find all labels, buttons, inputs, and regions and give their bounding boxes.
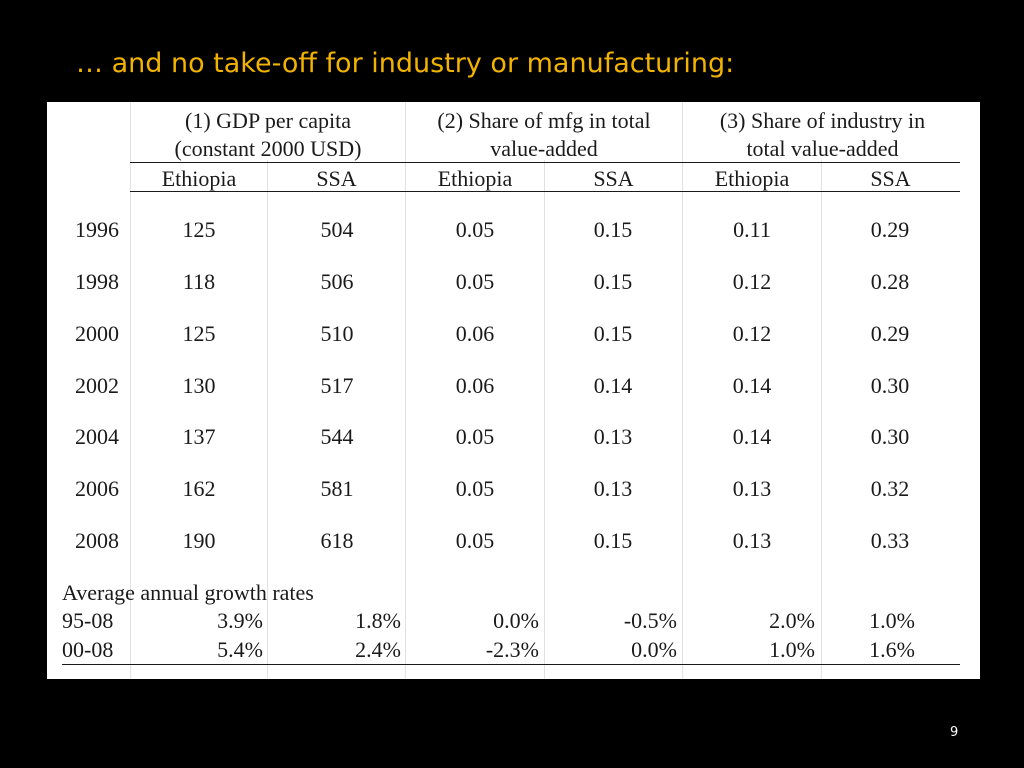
value-cell: 0.12 — [732, 269, 772, 294]
value-cell: 0.15 — [593, 217, 633, 242]
growth-value-cell: 1.6% — [869, 637, 915, 662]
value-cell: 0.13 — [732, 476, 772, 501]
value-cell: 0.30 — [870, 373, 910, 398]
year-cell: 1998 — [75, 269, 119, 294]
year-cell: 2002 — [75, 373, 119, 398]
subheader-ssa: SSA — [870, 166, 911, 191]
value-cell: 0.12 — [732, 321, 772, 346]
growth-rates-heading: Average annual growth rates — [62, 580, 314, 605]
value-cell: 0.14 — [732, 424, 772, 449]
year-cell: 2008 — [75, 528, 119, 553]
value-cell: 510 — [320, 321, 354, 346]
growth-value-cell: 0.0% — [493, 608, 539, 633]
growth-value-cell: 2.0% — [769, 608, 815, 633]
group-header-gdp-line1: (1) GDP per capita — [185, 108, 351, 133]
column-divider — [544, 160, 545, 679]
value-cell: 0.13 — [593, 476, 633, 501]
value-cell: 0.13 — [593, 424, 633, 449]
group-header-mfg-line2: value-added — [490, 136, 598, 161]
value-cell: 125 — [182, 321, 216, 346]
value-cell: 190 — [182, 528, 216, 553]
group-header-gdp-line2: (constant 2000 USD) — [174, 136, 362, 161]
year-cell: 1996 — [75, 217, 119, 242]
subheader-ethiopia: Ethiopia — [161, 166, 237, 191]
value-cell: 0.14 — [593, 373, 633, 398]
growth-value-cell: -0.5% — [623, 608, 677, 633]
value-cell: 544 — [320, 424, 354, 449]
subheader-ethiopia: Ethiopia — [714, 166, 790, 191]
growth-value-cell: -2.3% — [485, 637, 539, 662]
value-cell: 0.15 — [593, 321, 633, 346]
column-divider — [821, 160, 822, 679]
value-cell: 130 — [182, 373, 216, 398]
value-cell: 0.06 — [455, 321, 495, 346]
column-divider — [267, 160, 268, 679]
value-cell: 137 — [182, 424, 216, 449]
growth-value-cell: 5.4% — [217, 637, 263, 662]
value-cell: 0.14 — [732, 373, 772, 398]
value-cell: 0.15 — [593, 528, 633, 553]
subheader-ssa: SSA — [316, 166, 357, 191]
value-cell: 0.30 — [870, 424, 910, 449]
slide-title: … and no take-off for industry or manufa… — [76, 48, 735, 79]
value-cell: 118 — [182, 269, 216, 294]
value-cell: 0.05 — [455, 424, 495, 449]
growth-value-cell: 3.9% — [217, 608, 263, 633]
group-header-industry-line1: (3) Share of industry in — [719, 108, 926, 133]
growth-value-cell: 0.0% — [631, 637, 677, 662]
value-cell: 504 — [320, 217, 354, 242]
data-table: (1) GDP per capita (constant 2000 USD) (… — [47, 102, 980, 679]
value-cell: 0.05 — [455, 217, 495, 242]
growth-period-cell: 00-08 — [62, 637, 114, 662]
value-cell: 0.05 — [455, 528, 495, 553]
year-cell: 2006 — [75, 476, 119, 501]
header-rule — [130, 162, 960, 163]
column-divider — [682, 102, 683, 679]
value-cell: 0.06 — [455, 373, 495, 398]
value-cell: 0.29 — [870, 321, 910, 346]
value-cell: 506 — [320, 269, 354, 294]
subheader-ssa: SSA — [593, 166, 634, 191]
subheader-rule — [130, 191, 960, 192]
value-cell: 0.32 — [870, 476, 910, 501]
value-cell: 618 — [320, 528, 354, 553]
slide-number: 9 — [950, 725, 959, 740]
value-cell: 162 — [182, 476, 216, 501]
table-bottom-rule — [62, 664, 960, 665]
value-cell: 125 — [182, 217, 216, 242]
year-cell: 2004 — [75, 424, 119, 449]
growth-value-cell: 2.4% — [355, 637, 401, 662]
value-cell: 0.15 — [593, 269, 633, 294]
value-cell: 0.05 — [455, 476, 495, 501]
value-cell: 0.13 — [732, 528, 772, 553]
column-divider — [405, 102, 406, 679]
group-header-mfg-line1: (2) Share of mfg in total — [437, 108, 651, 133]
value-cell: 517 — [320, 373, 354, 398]
value-cell: 0.05 — [455, 269, 495, 294]
group-header-industry-line2: total value-added — [746, 136, 899, 161]
growth-value-cell: 1.0% — [769, 637, 815, 662]
growth-period-cell: 95-08 — [62, 608, 114, 633]
year-cell: 2000 — [75, 321, 119, 346]
column-divider — [130, 102, 131, 679]
value-cell: 0.33 — [870, 528, 910, 553]
value-cell: 0.29 — [870, 217, 910, 242]
value-cell: 0.28 — [870, 269, 910, 294]
value-cell: 581 — [320, 476, 354, 501]
growth-value-cell: 1.8% — [355, 608, 401, 633]
growth-value-cell: 1.0% — [869, 608, 915, 633]
value-cell: 0.11 — [733, 217, 771, 242]
subheader-ethiopia: Ethiopia — [437, 166, 513, 191]
